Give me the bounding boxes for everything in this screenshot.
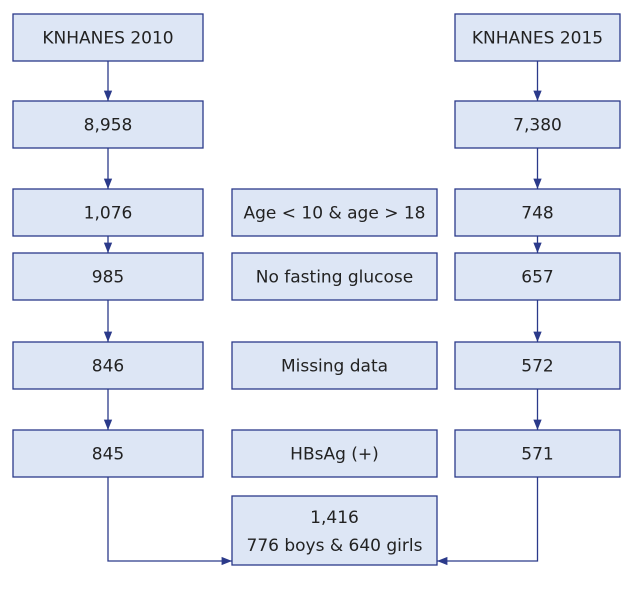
exclusion-box <box>231 252 438 301</box>
right-box-label: 657 <box>521 268 553 288</box>
left-box <box>12 100 204 149</box>
left-box <box>12 429 204 478</box>
right-box <box>454 341 621 390</box>
arrow <box>437 477 539 566</box>
right-box-label: 571 <box>521 445 553 465</box>
total-breakdown: 776 boys & 640 girls <box>247 536 423 556</box>
left-box-label: 8,958 <box>84 116 133 136</box>
right-box-label: 572 <box>521 357 553 377</box>
exclusion-box-label: HBsAg (+) <box>290 445 379 465</box>
arrow <box>107 477 232 566</box>
exclusion-box <box>231 188 438 237</box>
left-box-label: 1,076 <box>84 204 133 224</box>
left-box <box>12 13 204 62</box>
exclusion-box <box>231 429 438 478</box>
exclusion-box <box>231 341 438 390</box>
right-box-label: 7,380 <box>513 116 562 136</box>
total-count: 1,416 <box>310 508 359 528</box>
right-box <box>454 13 621 62</box>
left-box <box>12 252 204 301</box>
left-box-label: 846 <box>92 357 124 377</box>
left-box-label: 985 <box>92 268 124 288</box>
exclusion-box-label: Missing data <box>281 357 388 377</box>
right-box-label: 748 <box>521 204 553 224</box>
total-box <box>231 495 438 566</box>
right-box-label: KNHANES 2015 <box>472 29 603 49</box>
right-box <box>454 429 621 478</box>
exclusion-box-label: Age < 10 & age > 18 <box>244 204 426 224</box>
right-box <box>454 252 621 301</box>
exclusion-box-label: No fasting glucose <box>256 268 414 288</box>
right-box <box>454 100 621 149</box>
left-box-label: 845 <box>92 445 124 465</box>
left-box-label: KNHANES 2010 <box>42 29 173 49</box>
